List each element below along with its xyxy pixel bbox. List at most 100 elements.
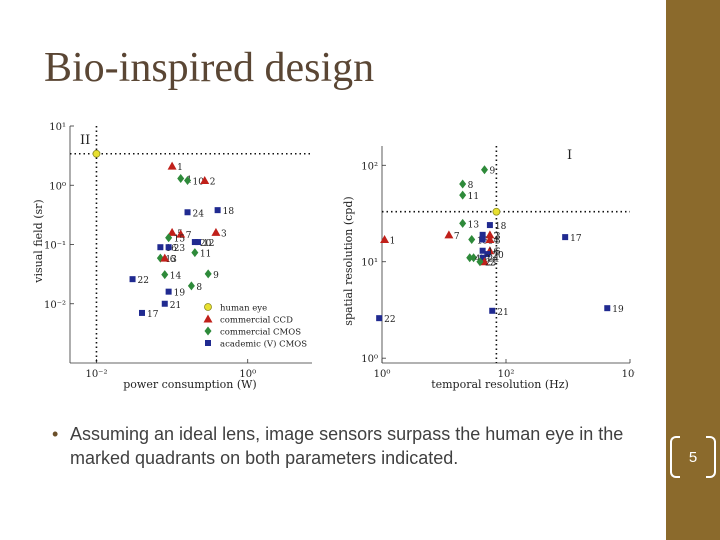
- chart2-point: [376, 315, 383, 322]
- chart2-point: [459, 218, 467, 228]
- chart2-x-tick-label: 10⁰: [374, 369, 391, 380]
- chart1-point: [191, 239, 198, 246]
- chart2-point-label: 16: [488, 248, 500, 258]
- chart2-point-label: 7: [454, 232, 460, 242]
- chart2-point: [485, 235, 495, 244]
- chart2-point: [480, 165, 488, 175]
- legend-marker-vcmos: [205, 340, 211, 346]
- chart2-point-label: 8: [468, 181, 474, 191]
- chart1-y-tick-label: 10⁻¹: [44, 241, 66, 252]
- chart1-point: [167, 161, 177, 170]
- chart2-point: [479, 236, 486, 243]
- chart2-point: [479, 231, 486, 238]
- chart1-point: [191, 248, 199, 258]
- chart1-point: [161, 300, 168, 307]
- legend-marker-cmos: [204, 326, 212, 336]
- chart1-x-axis-label: power consumption (W): [123, 378, 256, 391]
- chart1-point-label: 19: [174, 289, 186, 299]
- chart1-point-label: 21: [170, 301, 181, 311]
- chart2-quadrant-label: I: [567, 148, 572, 163]
- chart1-y-axis-label: visual field (sr): [32, 199, 45, 283]
- chart1-point: [184, 209, 191, 216]
- chart2-point-label: 23: [485, 259, 497, 269]
- chart2-point-label: 4: [475, 255, 481, 265]
- chart1-point-label: 10: [193, 178, 205, 188]
- chart2-point-label: 18: [495, 222, 507, 232]
- chart1-point: [165, 233, 173, 243]
- chart1-point-label: 20: [200, 239, 212, 249]
- chart1-y-tick-label: 10⁻²: [44, 300, 66, 311]
- chart2-point-label: 6: [495, 248, 501, 258]
- chart1-point: [157, 244, 164, 251]
- chart2-point: [485, 230, 495, 239]
- chart1-point: [161, 270, 169, 280]
- chart2-point: [468, 235, 476, 245]
- chart1-point: [200, 176, 210, 185]
- bullet-text: Assuming an ideal lens, image sensors su…: [70, 424, 624, 468]
- chart1-point: [92, 149, 101, 158]
- chart1-point: [204, 269, 212, 279]
- chart1-point-label: 15: [174, 235, 186, 245]
- chart2-point: [492, 207, 501, 216]
- chart2-point-label: 13: [468, 220, 480, 230]
- scatter-charts: 10⁻² 10⁰ 10¹ 10⁰ 10⁻¹ 10⁻² II power consumption…: [32, 122, 638, 391]
- chart2-point-label: 21: [497, 308, 508, 318]
- chart1-point-label: 7: [186, 231, 192, 241]
- page-number-badge: 5: [670, 436, 716, 480]
- chart2-point-label: 1: [390, 237, 396, 247]
- chart2-point: [470, 253, 478, 263]
- chart1-point: [194, 239, 201, 246]
- chart1-point-label: 23: [174, 244, 186, 254]
- chart1-point: [129, 276, 136, 283]
- legend-label-human: human eye: [220, 304, 267, 314]
- chart1-x-tick-label: 10⁰: [239, 369, 256, 380]
- chart2-point: [444, 230, 454, 239]
- chart1-point-label: 11: [200, 250, 211, 260]
- chart1-point: [138, 309, 145, 316]
- chart1-point-label: 6: [170, 255, 176, 265]
- chart2-point: [479, 254, 486, 261]
- legend-label-cmos: commercial CMOS: [220, 328, 301, 338]
- right-bracket-icon: [706, 436, 716, 478]
- chart2-point-label: 19: [612, 305, 624, 315]
- chart-figure: 10⁻² 10⁰ 10¹ 10⁰ 10⁻¹ 10⁻² II power consumption…: [30, 116, 638, 400]
- chart1-point: [165, 244, 172, 251]
- chart1-point-label: 13: [165, 255, 177, 265]
- chart2-point-label: 2: [489, 259, 495, 269]
- legend-label-vcmos: academic (V) CMOS: [220, 339, 307, 350]
- chart2-point: [489, 307, 496, 314]
- chart2-y-axis-label: spatial resolution (cpd): [342, 196, 355, 325]
- chart2-point: [484, 251, 491, 258]
- chart2-point-label: 24: [488, 255, 500, 265]
- chart1-point-label: 17: [147, 310, 159, 320]
- chart1-point: [160, 253, 170, 262]
- chart2-point-label: 9: [489, 167, 495, 177]
- chart1-quadrant-label: II: [80, 133, 90, 148]
- chart1-y-tick-label: 10¹: [49, 122, 66, 133]
- chart1-point-label: 3: [221, 229, 227, 239]
- chart2-y-tick-label: 10⁰: [361, 354, 378, 365]
- side-accent-bar: [666, 0, 720, 540]
- chart1-point-label: 18: [223, 207, 235, 217]
- chart2-x-tick-label: 10⁴: [622, 369, 635, 380]
- chart1-point: [167, 227, 177, 236]
- chart2-point: [459, 179, 467, 189]
- chart2-x-tick-label: 10²: [498, 369, 515, 380]
- chart1-point: [156, 253, 164, 263]
- legend-marker-ccd: [203, 314, 213, 323]
- chart2-point-label: 3: [495, 232, 501, 242]
- chart1-point-label: 2: [210, 178, 216, 188]
- chart2-point-label: 5: [495, 237, 501, 247]
- chart1-point: [211, 227, 221, 236]
- chart1-point-label: 9: [213, 271, 219, 281]
- chart1-x-tick-label: 10⁻²: [85, 369, 107, 380]
- chart1-point: [184, 176, 192, 186]
- chart2-y-tick-label: 10¹: [361, 258, 378, 269]
- chart2-point-label: 22: [384, 315, 395, 325]
- chart2-point: [459, 190, 467, 200]
- chart1-point: [214, 207, 221, 214]
- chart2-point-label: 20: [492, 251, 504, 261]
- chart1-point-label: 8: [196, 283, 202, 293]
- chart2-point: [479, 247, 486, 254]
- chart2-y-tick-label: 10²: [361, 161, 378, 172]
